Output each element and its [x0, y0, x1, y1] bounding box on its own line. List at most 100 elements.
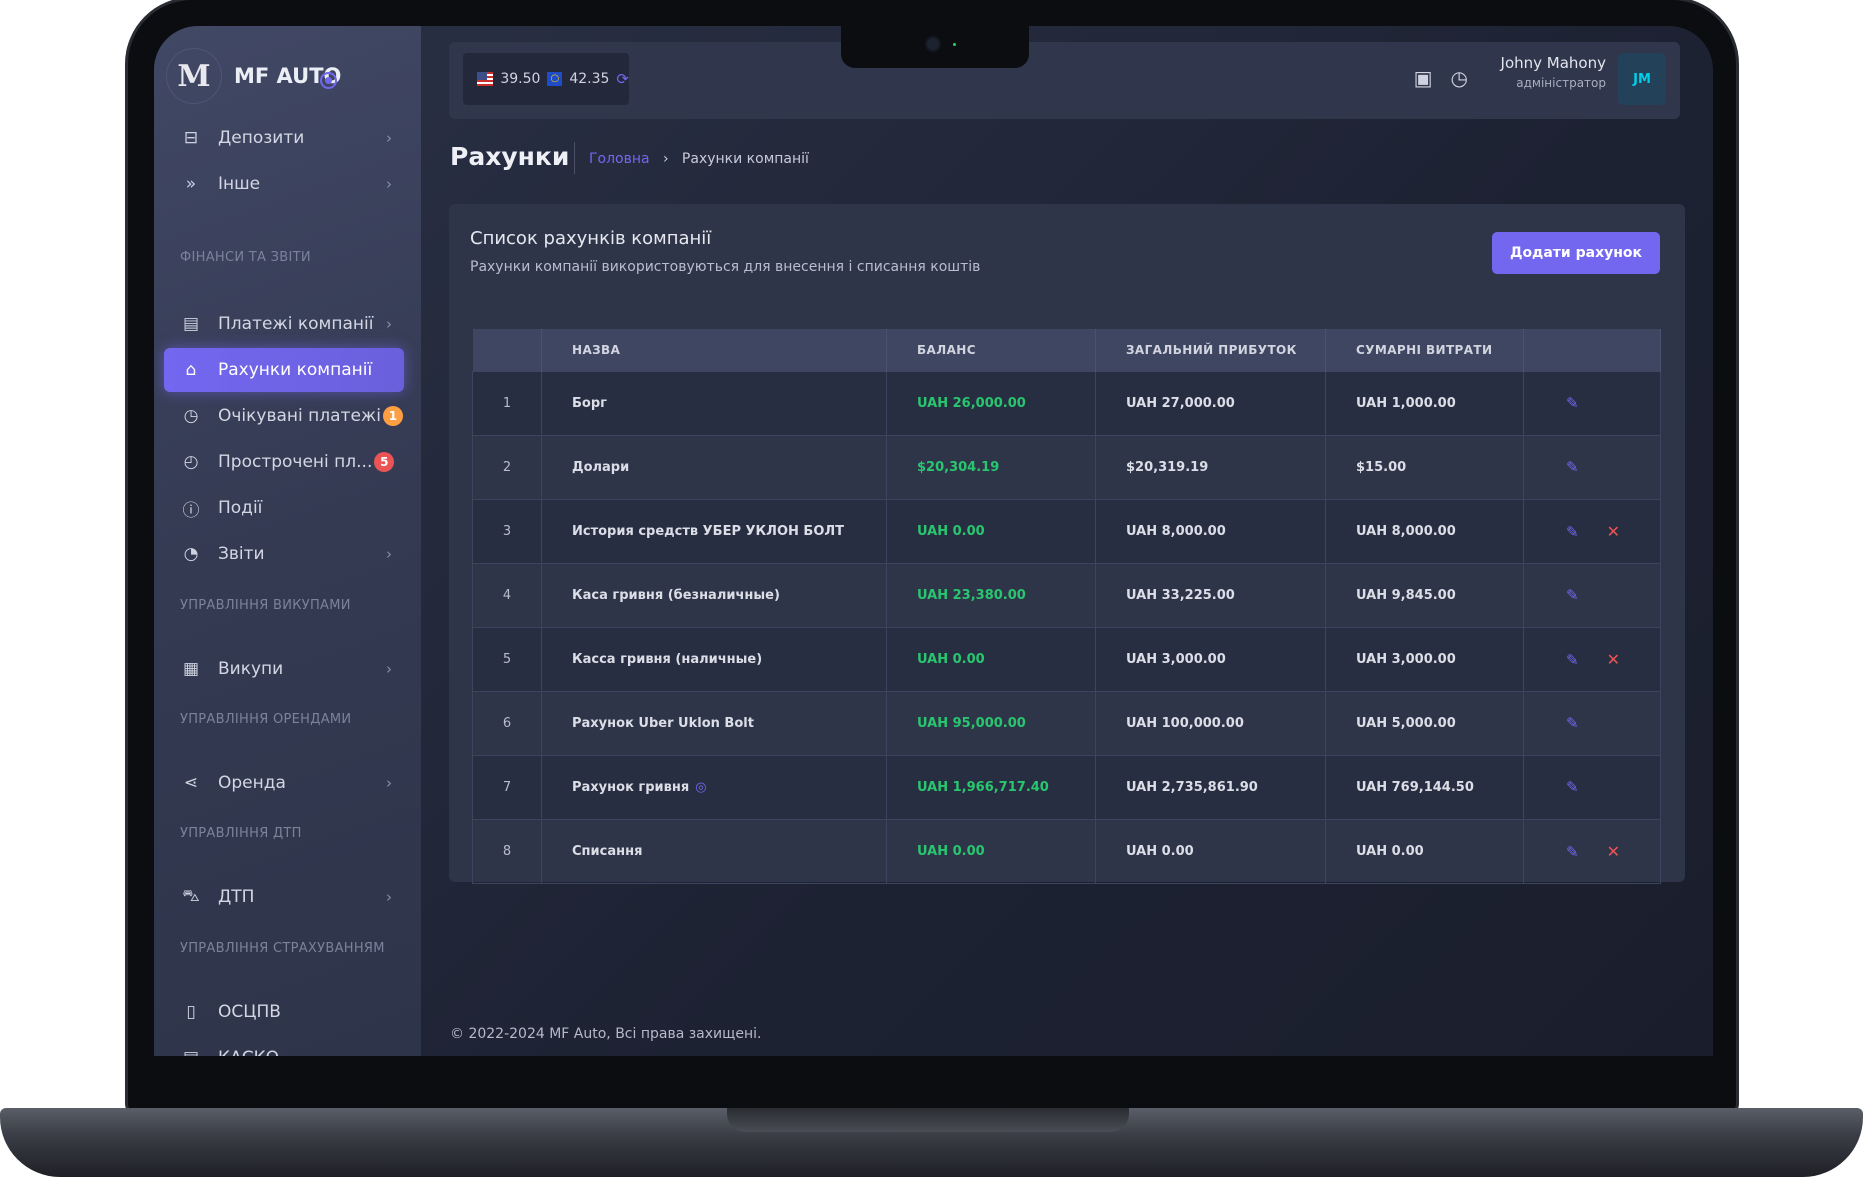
account-name-text: Рахунок Uber Uklon Bolt — [572, 715, 754, 731]
user-info[interactable]: Johny Mahony адміністратор — [1501, 54, 1606, 90]
sidebar-item[interactable]: ⌂ Рахунки компанії — [164, 348, 404, 392]
delete-icon[interactable]: ✕ — [1606, 649, 1620, 669]
usd-rate: 39.50 — [500, 71, 541, 87]
account-expenses: UAH 769,144.50 — [1325, 754, 1524, 820]
table-header: НАЗВА БАЛАНС ЗАГАЛЬНИЙ ПРИБУТОК СУМАРНІ ВИТ… — [472, 329, 1661, 371]
edit-icon[interactable]: ✎ — [1566, 586, 1579, 604]
account-expenses: UAH 8,000.00 — [1325, 498, 1524, 564]
chevron-right-icon: › — [386, 660, 392, 678]
delete-icon[interactable]: ✕ — [1606, 521, 1620, 541]
inbox-icon: ⊟ — [183, 128, 199, 148]
edit-icon[interactable]: ✎ — [1566, 778, 1579, 796]
account-name: История средств УБЕР УКЛОН БОЛТ — [541, 498, 887, 564]
column-header: ЗАГАЛЬНИЙ ПРИБУТОК — [1095, 329, 1326, 371]
sidebar-item[interactable]: ▯ ОСЦПВ — [164, 990, 404, 1034]
accounts-card: Список рахунків компанії Рахунки компані… — [449, 204, 1685, 884]
sidebar-item[interactable]: ◷ Очікувані платежі 1 — [164, 394, 404, 438]
refresh-icon[interactable]: ⟳ — [616, 70, 629, 88]
edit-icon[interactable]: ✎ — [1566, 842, 1579, 861]
chevron-right-icon: › — [386, 774, 392, 792]
presentation-chart-icon[interactable]: ▣ — [1413, 66, 1433, 90]
table-row: 2 Долари $20,304.19 $20,319.19 $15.00 ✎ — [472, 434, 1661, 500]
row-number: 7 — [472, 754, 542, 820]
account-name-text: Касса гривня (наличные) — [572, 651, 763, 667]
table-row: 8 Списання UAH 0.00 UAH 0.00 UAH 0.00 ✎ ✕ — [472, 818, 1661, 884]
sidebar-item[interactable]: ⓘ Події — [164, 486, 404, 530]
account-balance: UAH 26,000.00 — [886, 370, 1096, 436]
row-number: 3 — [472, 498, 542, 564]
sidebar-section-heading: УПРАВЛІННЯ ДТП — [180, 826, 302, 841]
table-row: 5 Касса гривня (наличные) UAH 0.00 UAH 3… — [472, 626, 1661, 692]
sidebar-item[interactable]: ⛍ ДТП › — [164, 875, 404, 919]
page-title: Рахунки — [450, 142, 570, 171]
camera-notch — [841, 26, 1029, 68]
car-crash-icon: ⛍ — [182, 886, 200, 906]
sidebar-item-label: Рахунки компанії — [218, 360, 373, 380]
account-balance: UAH 95,000.00 — [886, 690, 1096, 756]
sidebar-item-label: Інше — [218, 174, 261, 194]
column-header: НАЗВА — [541, 329, 887, 371]
row-number: 4 — [472, 562, 542, 628]
avatar[interactable]: JM — [1618, 53, 1666, 105]
account-profit: UAH 3,000.00 — [1095, 626, 1326, 692]
row-actions: ✎ ✕ — [1523, 818, 1661, 884]
sidebar-section-heading: УПРАВЛІННЯ ОРЕНДАМИ — [180, 712, 352, 727]
sidebar-item[interactable]: ▦ Викупи › — [164, 647, 404, 691]
currency-rates: 39.50 ○ 42.35 ⟳ — [463, 53, 629, 105]
bank-icon: ⌂ — [185, 360, 197, 380]
row-actions: ✎ ✕ — [1523, 626, 1661, 692]
logo-mark: M — [166, 48, 222, 104]
chevrons-down-icon: » — [185, 174, 197, 194]
account-name: Каса гривня (безналичные) — [541, 562, 887, 628]
account-name-text: История средств УБЕР УКЛОН БОЛТ — [572, 523, 845, 539]
add-account-button[interactable]: Додати рахунок — [1492, 232, 1660, 274]
breadcrumb: Головна › Рахунки компанії — [589, 151, 809, 167]
account-profit: UAH 33,225.00 — [1095, 562, 1326, 628]
chevron-right-icon: › — [386, 888, 392, 906]
sidebar-item[interactable]: ◔ Звіти › — [164, 532, 404, 576]
eur-rate: 42.35 — [569, 71, 610, 87]
account-name: Борг — [541, 370, 887, 436]
file-text-icon: ▤ — [180, 1048, 202, 1056]
breadcrumb-current: Рахунки компанії — [681, 151, 809, 167]
edit-icon[interactable]: ✎ — [1566, 522, 1579, 541]
sidebar-item[interactable]: ▤ Платежі компанії › — [164, 302, 404, 346]
title-divider — [574, 142, 575, 174]
edit-icon[interactable]: ✎ — [1566, 714, 1579, 732]
sidebar-section-heading: УПРАВЛІННЯ ВИКУПАМИ — [180, 598, 351, 613]
clock-icon[interactable]: ◷ — [1450, 66, 1468, 90]
table-row: 1 Борг UAH 26,000.00 UAH 27,000.00 UAH 1… — [472, 370, 1661, 436]
delete-icon[interactable]: ✕ — [1606, 841, 1620, 861]
account-name: Списання — [541, 818, 887, 884]
table-row: 3 История средств УБЕР УКЛОН БОЛТ UAH 0.… — [472, 498, 1661, 564]
eu-flag-icon: ○ — [547, 72, 563, 86]
sidebar-item[interactable]: » Інше › — [164, 162, 404, 206]
logo[interactable]: M MF AUTO — [166, 48, 341, 104]
sidebar-item[interactable]: ▤ КАСКО — [164, 1036, 404, 1056]
sidebar-item-label: Оренда — [218, 773, 286, 793]
breadcrumb-home[interactable]: Головна — [589, 151, 650, 167]
user-role: адміністратор — [1516, 76, 1606, 90]
edit-icon[interactable]: ✎ — [1566, 394, 1579, 412]
camera-icon — [925, 36, 941, 52]
sidebar-item[interactable]: ⋖ Оренда › — [164, 761, 404, 805]
account-expenses: $15.00 — [1325, 434, 1524, 500]
sidebar-item[interactable]: ◴ Прострочені пл... 5 — [164, 440, 404, 484]
account-expenses: UAH 0.00 — [1325, 818, 1524, 884]
sidebar-toggle-icon[interactable] — [320, 72, 337, 89]
file-icon: ▯ — [186, 1002, 196, 1022]
edit-icon[interactable]: ✎ — [1566, 650, 1579, 669]
edit-icon[interactable]: ✎ — [1566, 458, 1579, 476]
chevron-right-icon: › — [386, 175, 392, 193]
top-header: 39.50 ○ 42.35 ⟳ ▣ ◷ Johny Mahony адмініс… — [449, 42, 1680, 119]
account-profit: UAH 2,735,861.90 — [1095, 754, 1326, 820]
account-expenses: UAH 3,000.00 — [1325, 626, 1524, 692]
sidebar-item[interactable]: ⊟ Депозити › — [164, 116, 404, 160]
row-number: 8 — [472, 818, 542, 884]
account-expenses: UAH 9,845.00 — [1325, 562, 1524, 628]
screen: M MF AUTO ⊟ Депозити › » Інше › ▤ Платежі компа… — [154, 26, 1713, 1056]
sidebar-section-heading: УПРАВЛІННЯ СТРАХУВАННЯМ — [180, 941, 385, 956]
row-actions: ✎ — [1523, 562, 1661, 628]
chevron-right-icon: › — [386, 545, 392, 563]
account-balance: UAH 0.00 — [886, 818, 1096, 884]
